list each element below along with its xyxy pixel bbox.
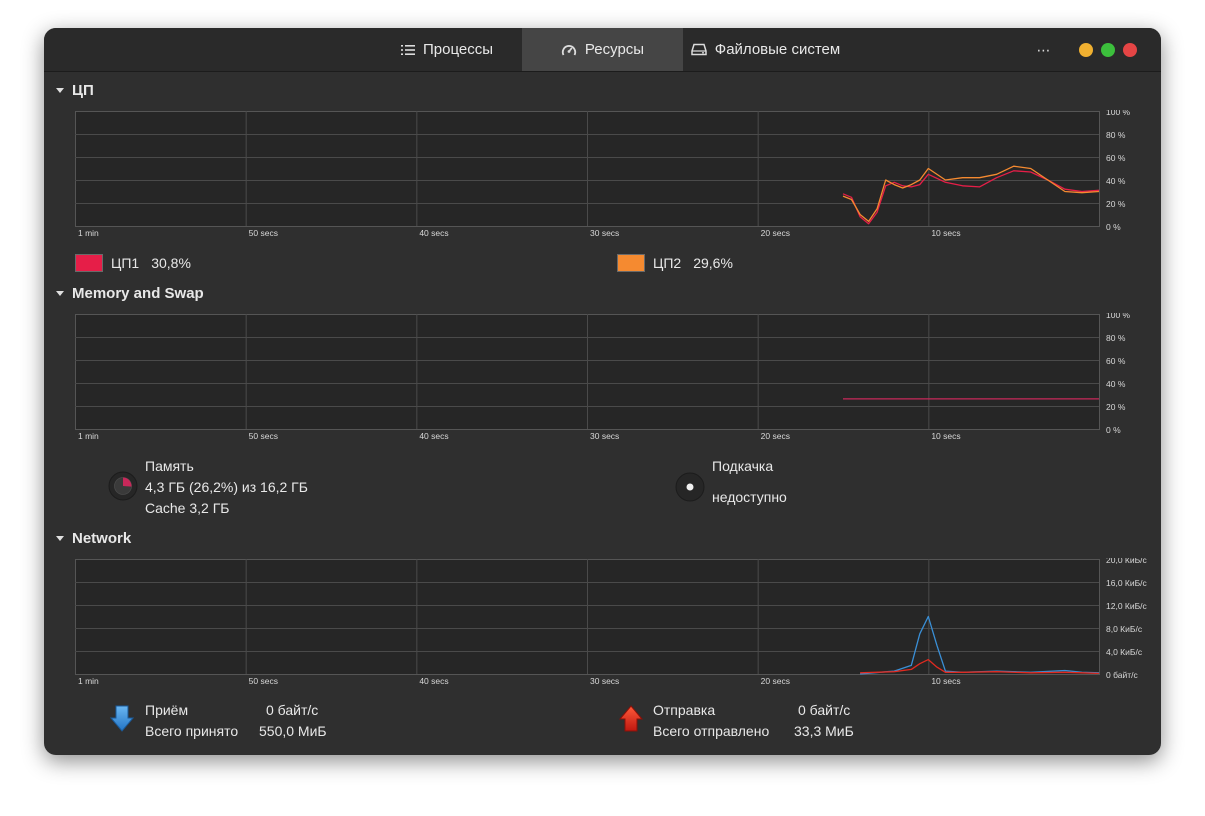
tab-processes-label: Процессы [422,41,493,58]
memory-usage: 4,3 ГБ (26,2%) из 16,2 ГБ [145,479,308,495]
cpu-x-tick-label: 10 secs [931,228,960,238]
cpu1-color-swatch[interactable] [75,254,103,272]
memory-x-tick-label: 50 secs [249,431,278,441]
network-section-title: Network [72,530,132,547]
memory-graph: 100 % 80 % 60 % 40 % 20 % 0 % 1 min 50 secs 40 s… [75,313,1131,441]
legend-cpu1: ЦП1 30,8% [75,254,191,272]
memory-cache: Cache 3,2 ГБ [145,500,230,516]
maximize-button[interactable] [1101,43,1115,57]
download-arrow-icon[interactable] [109,705,135,738]
receive-label: Приём [145,702,189,718]
memory-y-tick-label: 0 % [1106,425,1121,435]
network-series-line-1 [860,615,1100,675]
send-label: Отправка [653,702,716,718]
expander-triangle-icon [56,536,64,541]
receive-total-label: Всего принято [145,723,239,739]
cpu-series-line-2 [842,165,1100,223]
cpu-y-tick-label: 80 % [1106,130,1126,140]
memory-grid [75,314,1099,429]
more-icon: ⋯ [1036,41,1052,58]
network-x-tick-label: 10 secs [931,676,960,686]
network-x-tick-label: 30 secs [590,676,619,686]
cpu-grid [75,111,1099,226]
memory-section-header[interactable]: Memory and Swap [56,285,204,302]
swap-value: недоступно [712,489,787,505]
tab-resources[interactable]: Ресурсы [522,28,683,71]
receive-rate: 0 байт/с [266,702,319,718]
memory-x-tick-label: 40 secs [419,431,448,441]
expander-triangle-icon [56,291,64,296]
send-total-label: Всего отправлено [653,723,770,739]
memory-x-tick-label: 20 secs [761,431,790,441]
cpu-x-tick-label: 50 secs [249,228,278,238]
network-y-tick-label: 0 байт/с [1106,670,1138,680]
header-bar: Процессы Ресурсы Файловые систем ⋯ [44,28,1161,72]
cpu2-value: 29,6% [693,255,733,271]
upload-arrow-icon[interactable] [618,705,644,738]
network-x-tick-label: 1 min [78,676,99,686]
swap-pie-icon[interactable] [675,472,705,502]
send-rate: 0 байт/с [798,702,851,718]
cpu1-value: 30,8% [151,255,191,271]
network-x-tick-label: 50 secs [249,676,278,686]
network-x-tick-label: 20 secs [761,676,790,686]
memory-label: Память [145,458,194,474]
cpu2-color-swatch[interactable] [617,254,645,272]
memory-y-tick-label: 40 % [1106,379,1126,389]
cpu-y-tick-label: 60 % [1106,153,1126,163]
swap-label: Подкачка [712,458,774,474]
expander-triangle-icon [56,88,64,93]
memory-y-tick-label: 20 % [1106,402,1126,412]
network-graph: 20,0 КиБ/с 16,0 КиБ/с 12,0 КиБ/с 8,0 КиБ/с 4… [75,558,1148,686]
cpu-x-tick-label: 40 secs [419,228,448,238]
network-y-tick-label: 8,0 КиБ/с [1106,624,1143,634]
system-monitor-window: Процессы Ресурсы Файловые систем ⋯ ЦП 10… [44,28,1161,755]
cpu-y-tick-label: 0 % [1106,222,1121,232]
receive-total: 550,0 МиБ [259,723,327,739]
cpu-x-tick-label: 30 secs [590,228,619,238]
network-y-tick-label: 20,0 КиБ/с [1106,558,1148,565]
cpu-x-tick-label: 20 secs [761,228,790,238]
tab-filesystems[interactable]: Файловые систем [683,28,848,71]
memory-x-tick-label: 10 secs [931,431,960,441]
minimize-button[interactable] [1079,43,1093,57]
tab-resources-label: Ресурсы [584,41,645,58]
cpu-x-tick-label: 1 min [78,228,99,238]
list-icon [400,44,415,56]
tab-filesystems-label: Файловые систем [714,41,841,58]
cpu1-name: ЦП1 [111,255,140,271]
memory-section-title: Memory and Swap [72,285,204,302]
network-x-tick-label: 40 secs [419,676,448,686]
network-y-tick-label: 16,0 КиБ/с [1106,578,1148,588]
network-grid [75,559,1099,674]
tab-processes[interactable]: Процессы [372,28,522,71]
more-menu-button[interactable]: ⋯ [1032,38,1056,62]
drive-icon [691,43,707,56]
memory-y-tick-label: 60 % [1106,356,1126,366]
close-button[interactable] [1123,43,1137,57]
cpu-y-tick-label: 20 % [1106,199,1126,209]
cpu-y-tick-label: 100 % [1106,110,1131,117]
cpu-graph: 100 % 80 % 60 % 40 % 20 % 0 % 1 min 50 secs 40 s… [75,110,1131,238]
cpu-section-title: ЦП [72,82,94,99]
cpu-section-header[interactable]: ЦП [56,82,94,99]
memory-y-tick-label: 80 % [1106,333,1126,343]
memory-x-tick-label: 30 secs [590,431,619,441]
send-total: 33,3 МиБ [794,723,854,739]
memory-pie-icon[interactable] [108,471,138,501]
legend-cpu2: ЦП2 29,6% [617,254,733,272]
network-y-tick-label: 12,0 КиБ/с [1106,601,1148,611]
network-y-tick-label: 4,0 КиБ/с [1106,647,1143,657]
gauge-icon [561,43,577,57]
network-section-header[interactable]: Network [56,530,131,547]
cpu-y-tick-label: 40 % [1106,176,1126,186]
network-series-line-2 [860,658,1100,675]
memory-x-tick-label: 1 min [78,431,99,441]
cpu2-name: ЦП2 [653,255,682,271]
cpu-series-line-1 [842,170,1100,225]
memory-y-tick-label: 100 % [1106,313,1131,320]
